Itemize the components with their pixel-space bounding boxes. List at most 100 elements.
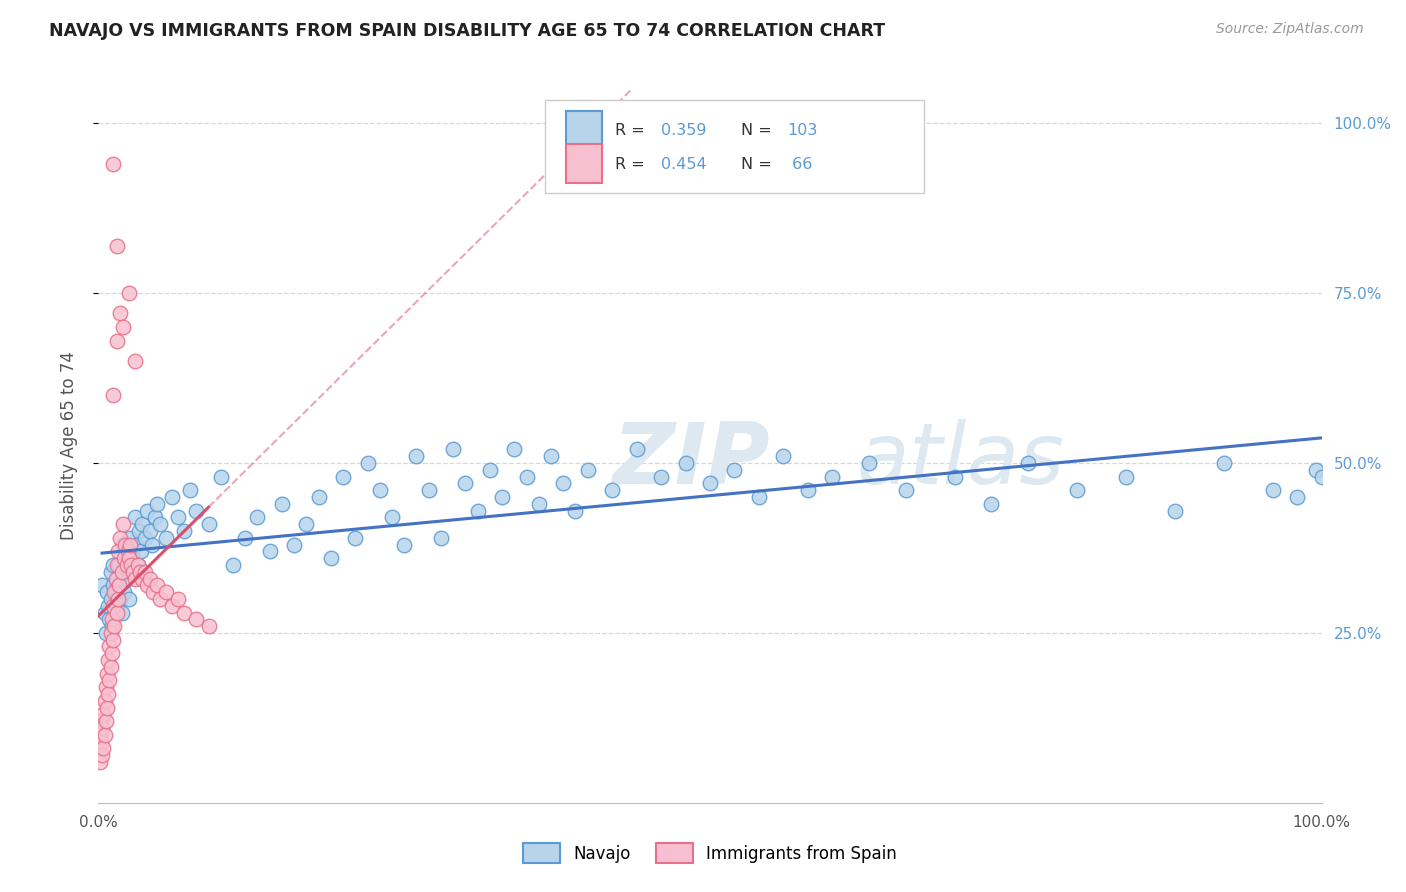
Point xyxy=(129,565,152,579)
Point xyxy=(105,238,128,252)
Point xyxy=(105,334,128,348)
Point xyxy=(503,442,526,457)
Point xyxy=(392,537,416,551)
Point xyxy=(131,517,153,532)
Point xyxy=(110,306,132,320)
Point xyxy=(1212,456,1234,470)
Point xyxy=(120,531,142,545)
Point xyxy=(139,572,162,586)
Text: NAVAJO VS IMMIGRANTS FROM SPAIN DISABILITY AGE 65 TO 74 CORRELATION CHART: NAVAJO VS IMMIGRANTS FROM SPAIN DISABILI… xyxy=(49,22,886,40)
Point xyxy=(101,646,124,660)
Point xyxy=(146,497,169,511)
Point xyxy=(105,606,128,620)
Point xyxy=(1261,483,1284,498)
Point xyxy=(96,666,118,681)
Point xyxy=(233,531,256,545)
Point xyxy=(104,572,127,586)
Point xyxy=(111,320,134,334)
Point xyxy=(943,469,966,483)
Point xyxy=(97,653,120,667)
Point xyxy=(1164,503,1187,517)
Point xyxy=(91,721,114,735)
Point xyxy=(118,286,141,301)
Point xyxy=(101,599,124,613)
Point xyxy=(1310,469,1333,483)
Point xyxy=(121,551,143,566)
Point xyxy=(105,599,128,613)
Point xyxy=(141,537,163,551)
Point xyxy=(105,572,128,586)
Point xyxy=(136,578,159,592)
Point xyxy=(117,544,139,558)
Point xyxy=(723,463,745,477)
Text: R =: R = xyxy=(614,157,650,171)
Point xyxy=(553,476,575,491)
Point xyxy=(160,599,183,613)
Point xyxy=(146,578,169,592)
Point xyxy=(93,728,115,742)
Point xyxy=(117,544,139,558)
Point xyxy=(186,503,208,517)
Point xyxy=(142,585,165,599)
Point xyxy=(173,606,195,620)
Point xyxy=(134,565,156,579)
Point xyxy=(149,591,172,606)
Point xyxy=(527,497,550,511)
Point xyxy=(179,483,201,498)
Point xyxy=(105,558,128,572)
Point xyxy=(118,591,141,606)
Text: N =: N = xyxy=(741,157,776,171)
Point xyxy=(111,537,134,551)
Point xyxy=(259,544,281,558)
Point xyxy=(103,606,125,620)
Point xyxy=(209,469,232,483)
Point xyxy=(110,591,132,606)
Point xyxy=(600,483,623,498)
Text: 0.359: 0.359 xyxy=(661,123,707,138)
Point xyxy=(356,456,378,470)
Point xyxy=(748,490,770,504)
Point xyxy=(319,551,342,566)
Point xyxy=(112,551,135,566)
Point xyxy=(418,483,440,498)
Point xyxy=(540,449,562,463)
Point xyxy=(94,680,117,694)
Bar xyxy=(565,145,602,184)
Y-axis label: Disability Age 65 to 74: Disability Age 65 to 74 xyxy=(59,351,77,541)
Point xyxy=(167,510,190,524)
Point xyxy=(124,510,146,524)
Point xyxy=(136,503,159,517)
Point xyxy=(98,673,121,688)
Point xyxy=(155,531,177,545)
Point xyxy=(478,463,501,477)
Point xyxy=(515,469,537,483)
Point xyxy=(1066,483,1088,498)
Point xyxy=(115,558,138,572)
Point xyxy=(89,755,111,769)
Text: 66: 66 xyxy=(787,157,813,171)
Point xyxy=(222,558,245,572)
Text: atlas: atlas xyxy=(856,418,1064,502)
Point xyxy=(454,476,477,491)
Point xyxy=(270,497,294,511)
Point xyxy=(197,619,219,633)
Point xyxy=(1305,463,1327,477)
Point xyxy=(97,599,120,613)
Point xyxy=(107,591,129,606)
Point xyxy=(120,565,142,579)
Point xyxy=(108,558,131,572)
Point xyxy=(128,524,150,538)
Point xyxy=(797,483,820,498)
Point xyxy=(405,449,427,463)
Text: N =: N = xyxy=(741,123,776,138)
Point xyxy=(101,632,124,647)
Legend: Navajo, Immigrants from Spain: Navajo, Immigrants from Spain xyxy=(517,837,903,870)
Point xyxy=(96,700,118,714)
Text: 0.454: 0.454 xyxy=(661,157,707,171)
Text: R =: R = xyxy=(614,123,650,138)
Point xyxy=(110,531,132,545)
Point xyxy=(103,619,125,633)
Point xyxy=(101,578,124,592)
Point xyxy=(100,591,122,606)
Point xyxy=(295,517,318,532)
